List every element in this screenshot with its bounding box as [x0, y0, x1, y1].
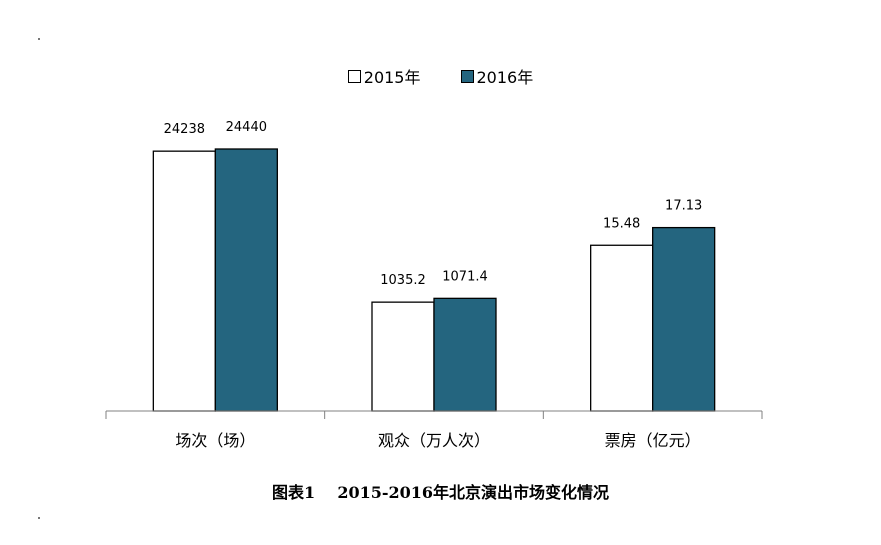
- legend-label-2015: 2015年: [363, 68, 421, 87]
- bars-group: [152, 148, 716, 412]
- data-label-2015-1: 1035.2: [380, 273, 426, 288]
- data-label-2016-2: 17.13: [665, 199, 702, 214]
- legend-item-2016: 2016年: [460, 64, 534, 88]
- bar-2016-0: [214, 148, 278, 412]
- bar-2015-1: [371, 301, 435, 412]
- data-label-2016-0: 24440: [226, 120, 267, 135]
- legend-swatch-2015: [347, 69, 361, 83]
- data-label-2015-2: 15.48: [603, 216, 640, 231]
- legend: 2015年 2016年: [0, 64, 881, 88]
- data-labels-group: 24238 24440 1035.2 1071.4 15.48 17.13: [164, 120, 703, 288]
- corner-mark-bottom: [38, 517, 40, 519]
- bar-2016-1: [433, 297, 497, 412]
- bar-2015-0: [152, 150, 216, 412]
- corner-mark-top: [38, 38, 40, 40]
- category-label-2: 票房（亿元）: [605, 431, 701, 450]
- legend-label-2016: 2016年: [476, 68, 534, 87]
- legend-swatch-2016: [460, 69, 474, 83]
- figure-caption: 图表1 2015-2016年北京演出市场变化情况: [271, 483, 610, 502]
- bar-2016-2: [652, 226, 716, 412]
- data-label-2016-1: 1071.4: [442, 269, 488, 284]
- category-label-1: 观众（万人次）: [378, 431, 490, 450]
- x-axis: 场次（场） 观众（万人次） 票房（亿元）: [105, 410, 763, 450]
- bar-2015-2: [590, 244, 654, 412]
- data-label-2015-0: 24238: [164, 122, 205, 137]
- category-label-0: 场次（场）: [175, 431, 255, 450]
- legend-item-2015: 2015年: [347, 64, 421, 88]
